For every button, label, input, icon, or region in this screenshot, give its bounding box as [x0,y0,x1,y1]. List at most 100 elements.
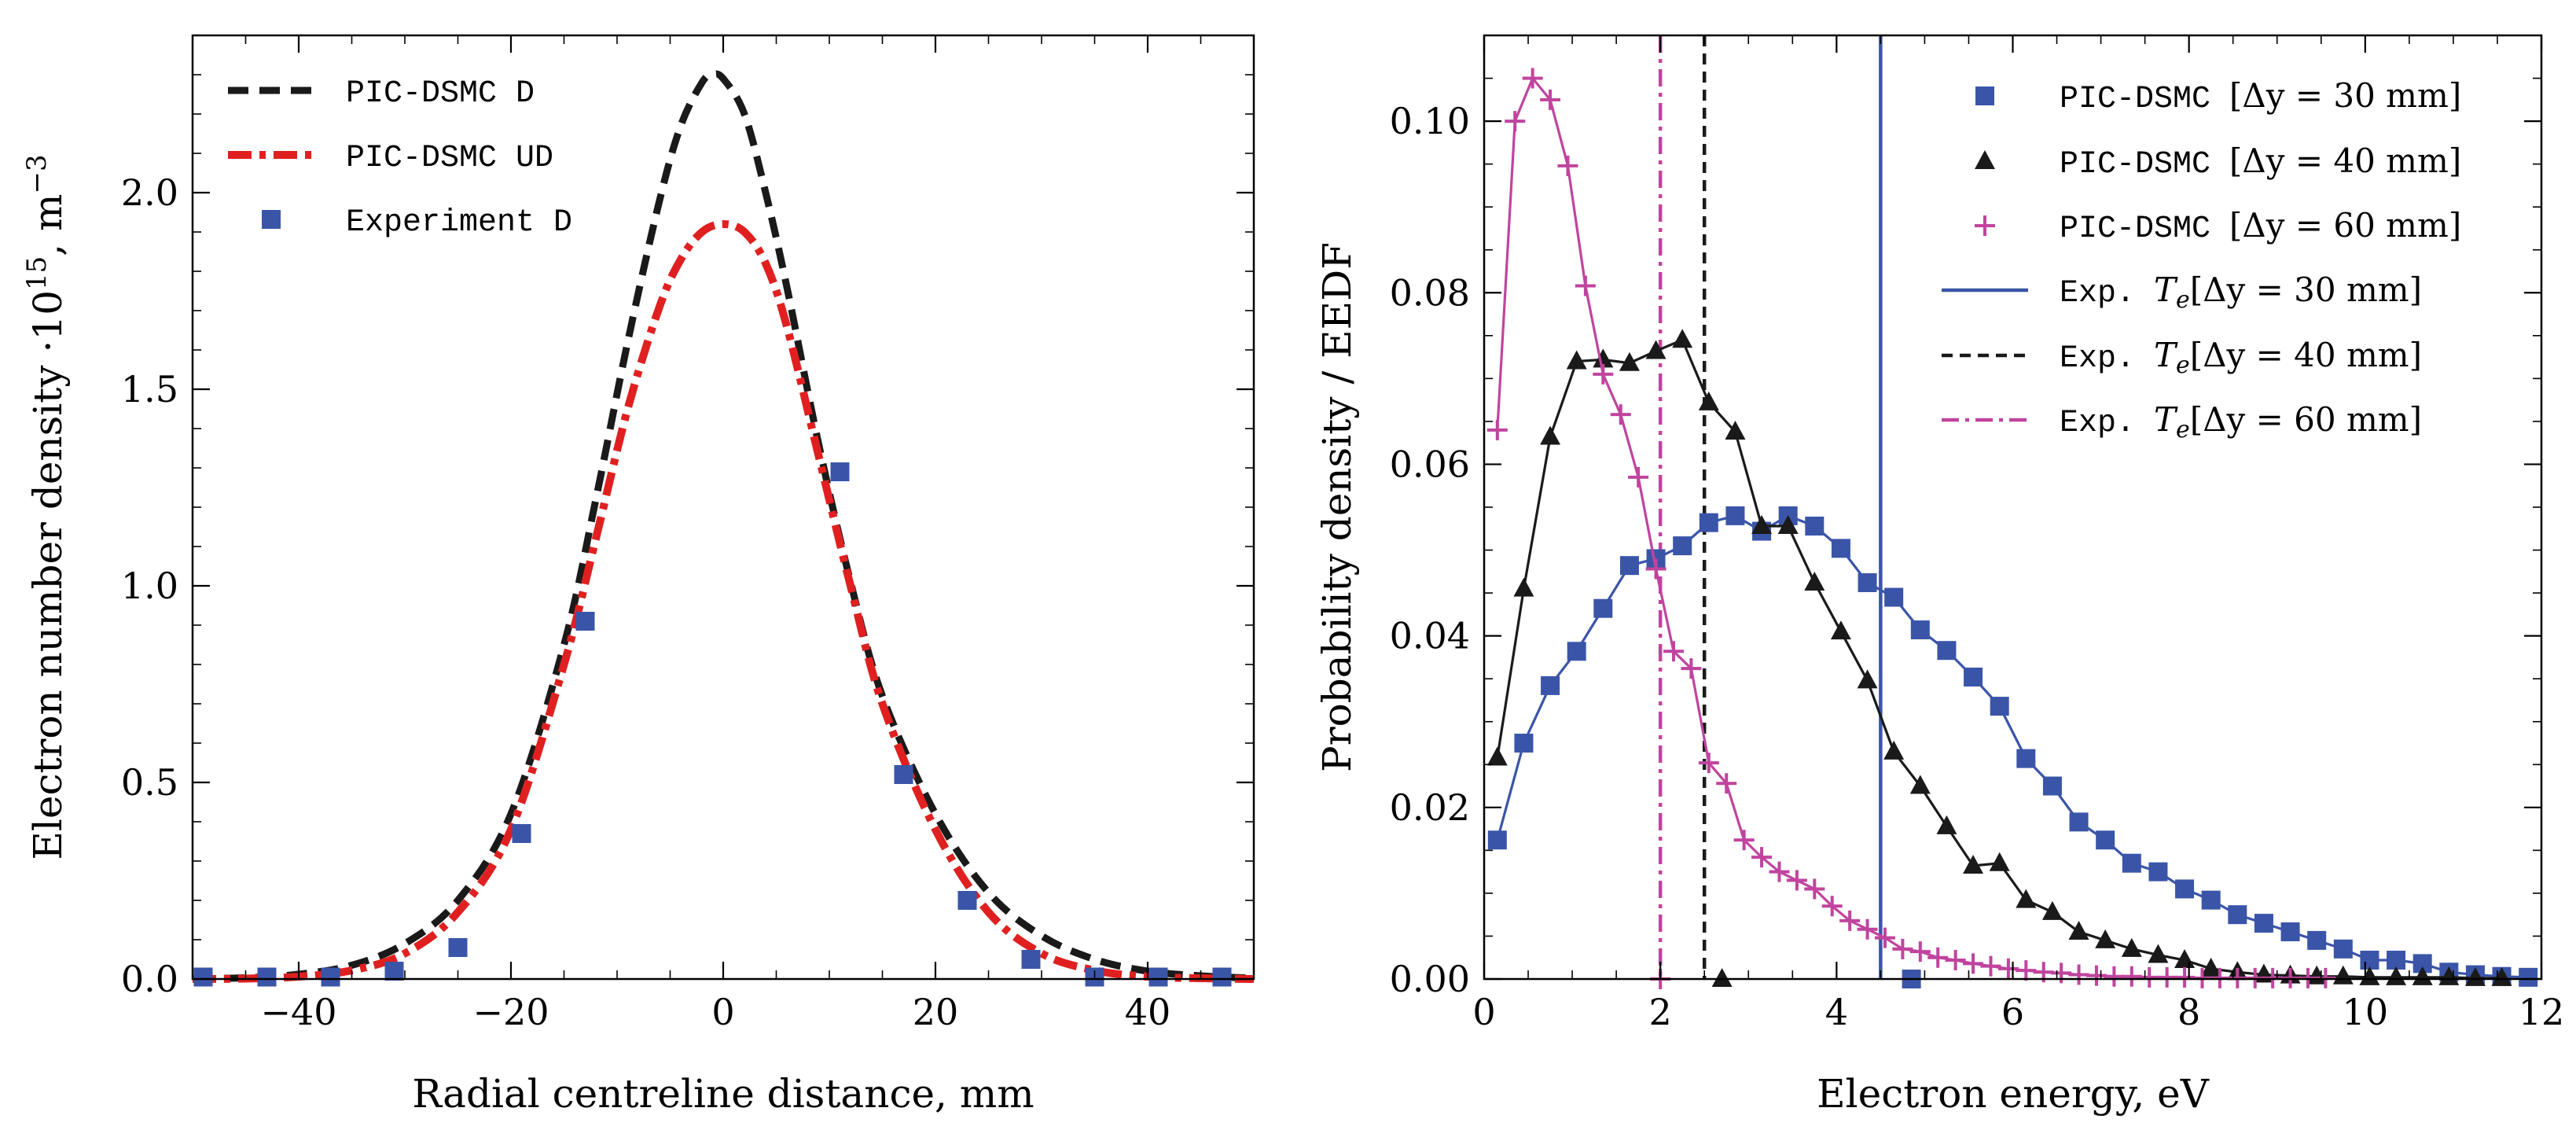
eedf-point-2 [1874,927,1895,948]
experiment-point [1148,967,1168,987]
experiment-point [384,962,404,981]
eedf-point-2 [1716,773,1737,794]
density-plot-frame [191,34,1255,981]
density-series-line-0 [192,70,1255,982]
eedf-point-1 [1857,669,1878,689]
eedf-point-2 [1681,658,1702,679]
experiment-point [1212,967,1232,987]
eedf-point-2 [1857,918,1878,940]
legend-math-part: [Δy = 60 mm] [2190,400,2422,439]
eedf-point-0 [2096,830,2115,850]
r-xtick-label: 6 [2001,991,2024,1033]
eedf-point-1 [2464,966,2486,986]
legend-math-part: [Δy = 30 mm] [2190,271,2422,309]
r-xtick-label: 10 [2343,991,2389,1033]
eedf-series-line-0 [1496,514,2529,979]
legend-math-part: [Δy = 60 mm] [2229,206,2461,245]
density-legend-label: Experiment D [346,205,572,241]
eedf-legend-label: PIC-DSMC [Δy = 40 mm] [2060,142,2461,182]
eedf-point-0 [2280,922,2300,941]
density-y-axis-label: Electron number density ·1015, m−3 [21,154,71,859]
eedf-point-1 [1619,352,1640,371]
eedf-point-2 [2121,966,2142,987]
eedf-point-2 [1786,870,1807,891]
eedf-legend-label: PIC-DSMC [Δy = 60 mm] [2060,206,2461,247]
eedf-legend-label: Exp. Te[Δy = 30 mm] [2060,271,2422,314]
experiment-point [193,967,213,987]
legend-mono-part: Exp. [2060,276,2154,311]
eedf-point-2 [1927,947,1949,968]
eedf-x-axis-label: Electron energy, eV [1817,1071,2210,1117]
eedf-point-0 [1964,668,1983,686]
eedf-point-2 [1839,910,1861,931]
eedf-point-0 [2148,862,2168,882]
eedf-point-1 [2016,889,2037,908]
l-xtick-label: −20 [472,991,549,1033]
legend-te-symbol: T [2154,271,2178,309]
l-xtick-label: 20 [913,991,959,1033]
eedf-point-1 [2041,900,2063,920]
l-xtick-label: 40 [1125,991,1171,1033]
eedf-point-0 [2042,776,2062,796]
eedf-point-1 [1540,425,1561,445]
eedf-point-0 [1805,517,1825,536]
experiment-point [830,462,850,481]
eedf-point-2 [1540,89,1561,110]
eedf-point-0 [1884,587,1904,607]
eedf-point-2 [1645,558,1666,580]
eedf-point-0 [2175,879,2195,899]
legend-marker-swatch [1975,215,1995,236]
eedf-point-1 [1804,572,1825,591]
eedf-point-2 [1909,941,1931,962]
legend-square-swatch [262,210,281,229]
eedf-axis-ticks: 0 2 4 6 8 10 12 0.00 0.02 0.04 0.06 0.08 0.10 [1390,35,2564,1033]
r-ytick-label: 0.06 [1390,443,1470,485]
eedf-point-2 [1945,950,1966,970]
eedf-point-2 [1821,896,1843,917]
experiment-point [512,824,531,843]
experiment-point [575,612,595,631]
eedf-legend-item: PIC-DSMC [Δy = 40 mm] [1975,142,2461,182]
density-y-label-base: Electron number density ·10 [25,290,71,860]
eedf-legend-item: PIC-DSMC [Δy = 30 mm] [1975,76,2461,117]
eedf-point-1 [1593,348,1614,368]
experiment-point [1021,950,1041,969]
eedf-point-0 [1831,539,1850,558]
eedf-point-2 [1698,753,1719,774]
eedf-point-0 [1619,556,1639,576]
r-xtick-label: 0 [1472,991,1495,1033]
eedf-y-axis-label: Probability density / EEDF [1314,242,1360,772]
r-xtick-label: 8 [2177,991,2200,1033]
eedf-point-2 [1663,641,1684,662]
r-ytick-label: 0.02 [1390,786,1470,829]
eedf-point-1 [1645,340,1666,359]
l-xtick-label: 0 [711,991,734,1033]
density-x-axis-label: Radial centreline distance, mm [412,1071,1034,1117]
eedf-point-2 [1997,958,2019,979]
legend-mono-part: PIC-DSMC [2060,82,2229,117]
eedf-legend-item: Exp. Te[Δy = 40 mm] [1942,336,2422,379]
eedf-point-1 [2359,966,2380,985]
eedf-point-2 [2174,966,2196,988]
density-series-line-1 [192,219,1255,983]
r-xtick-label: 4 [1825,991,1848,1033]
r-ytick-label: 0.00 [1390,958,1470,1000]
eedf-legend-label: PIC-DSMC [Δy = 30 mm] [2060,76,2461,117]
eedf-point-2 [1575,275,1596,296]
eedf-point-2 [2016,960,2037,981]
eedf-point-0 [1699,513,1718,532]
eedf-point-0 [1858,573,1877,592]
svg-text:Electron number density ·1015,: Electron number density ·1015, m−3 [21,154,71,859]
eedf-legend-item: Exp. Te[Δy = 30 mm] [1942,271,2422,314]
eedf-point-1 [1725,421,1746,440]
eedf-point-2 [1769,861,1790,882]
density-y-label-exp1: 15 [21,256,53,290]
legend-mono-part: PIC-DSMC [2060,147,2229,182]
eedf-legend-label: Exp. Te[Δy = 40 mm] [2060,336,2422,379]
eedf-point-0 [2333,939,2353,959]
eedf-point-1 [2438,966,2460,985]
eedf-point-2 [2051,962,2072,984]
eedf-point-0 [1673,536,1692,556]
eedf-point-2 [1610,404,1631,425]
